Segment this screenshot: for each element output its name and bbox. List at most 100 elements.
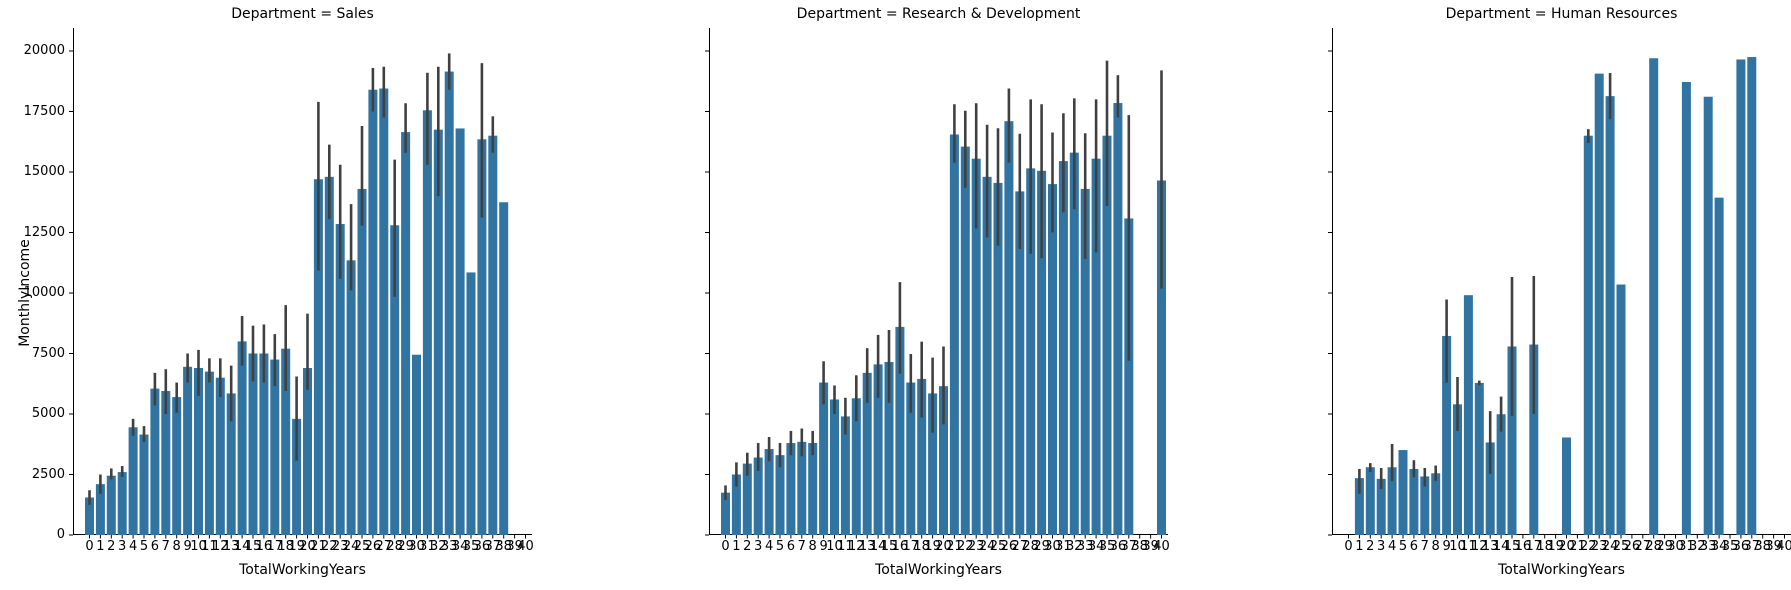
bar bbox=[117, 472, 127, 535]
bar bbox=[401, 132, 411, 535]
x-tick-label: 23 bbox=[967, 539, 985, 554]
bars-plot bbox=[705, 28, 1168, 539]
x-tick-label: 30 bbox=[1667, 539, 1684, 554]
bar bbox=[960, 146, 970, 535]
bar bbox=[455, 128, 465, 535]
x-tick-label: 2 bbox=[743, 539, 752, 554]
bar bbox=[1562, 437, 1571, 535]
bar bbox=[477, 139, 487, 535]
bar bbox=[488, 135, 498, 535]
x-tick-label: 25 bbox=[353, 539, 371, 554]
x-tick-label: 22 bbox=[957, 539, 974, 554]
x-tick-label: 1 bbox=[732, 539, 741, 554]
x-tick-label: 12 bbox=[212, 539, 229, 554]
bar bbox=[1616, 284, 1626, 535]
x-axis-label: TotalWorkingYears bbox=[875, 562, 1002, 578]
x-tick-label: 39 bbox=[1765, 539, 1782, 554]
bar bbox=[840, 416, 850, 535]
bar bbox=[906, 382, 916, 535]
x-tick-label: 30 bbox=[1044, 539, 1061, 554]
x-tick-label: 32 bbox=[430, 539, 447, 554]
x-tick-label: 19 bbox=[924, 539, 941, 554]
x-tick-label: 0 bbox=[721, 539, 730, 554]
x-axis-label: TotalWorkingYears bbox=[239, 562, 366, 578]
bar bbox=[248, 353, 258, 535]
x-tick-label: 18 bbox=[277, 539, 294, 554]
x-tick-label: 16 bbox=[1514, 539, 1532, 554]
bar bbox=[150, 388, 160, 535]
y-tick-label: 20000 bbox=[23, 43, 65, 58]
bar bbox=[259, 353, 269, 535]
bar bbox=[949, 134, 959, 535]
bar bbox=[1649, 58, 1659, 535]
bar bbox=[1069, 152, 1079, 535]
bar bbox=[85, 497, 94, 535]
y-tick-label: 10000 bbox=[23, 285, 65, 300]
x-tick-label: 16 bbox=[891, 539, 909, 554]
bar bbox=[128, 427, 138, 535]
bar bbox=[292, 418, 302, 535]
x-tick-label: 8 bbox=[1431, 539, 1440, 554]
bar bbox=[183, 366, 193, 535]
x-tick-label: 19 bbox=[288, 539, 305, 554]
x-tick-label: 26 bbox=[364, 539, 382, 554]
bar bbox=[303, 368, 312, 535]
bar bbox=[1157, 180, 1166, 535]
bar bbox=[982, 176, 992, 535]
x-tick-label: 22 bbox=[321, 539, 338, 554]
x-tick-label: 5 bbox=[775, 539, 785, 554]
bar bbox=[884, 361, 894, 535]
x-tick-label: 18 bbox=[1536, 539, 1553, 554]
x-tick-label: 28 bbox=[386, 539, 403, 554]
bar bbox=[1463, 295, 1473, 535]
bar bbox=[1507, 346, 1517, 535]
bar bbox=[433, 129, 443, 535]
x-tick-label: 24 bbox=[342, 539, 360, 554]
x-tick-label: 10 bbox=[1449, 539, 1466, 554]
bars-plot bbox=[69, 28, 532, 539]
bar bbox=[379, 88, 389, 535]
x-tick-label: 29 bbox=[397, 539, 414, 554]
x-tick-label: 26 bbox=[1000, 539, 1018, 554]
bar bbox=[1474, 382, 1484, 535]
bar bbox=[1681, 81, 1691, 535]
x-tick-label: 37 bbox=[484, 539, 502, 554]
y-tick-label: 12500 bbox=[23, 224, 65, 240]
bar bbox=[1409, 468, 1419, 535]
x-tick-label: 12 bbox=[1471, 539, 1488, 554]
x-tick-label: 23 bbox=[1590, 539, 1608, 554]
x-tick-label: 5 bbox=[139, 539, 149, 554]
x-tick-label: 23 bbox=[331, 539, 349, 554]
bar bbox=[194, 368, 203, 535]
x-tick-label: 8 bbox=[808, 539, 817, 554]
bar bbox=[1387, 467, 1397, 535]
bar bbox=[1496, 414, 1506, 535]
x-tick-label: 10 bbox=[826, 539, 843, 554]
x-tick-label: 27 bbox=[1634, 539, 1652, 554]
x-tick-label: 27 bbox=[1011, 539, 1029, 554]
x-tick-label: 13 bbox=[858, 539, 876, 554]
bar bbox=[1058, 161, 1068, 536]
bar bbox=[1004, 121, 1014, 536]
bar bbox=[862, 372, 872, 535]
x-tick-label: 20 bbox=[935, 539, 952, 554]
x-tick-label: 31 bbox=[1678, 539, 1695, 554]
x-tick-label: 7 bbox=[1420, 539, 1429, 554]
y-tick-label: 17500 bbox=[23, 103, 65, 119]
bar bbox=[368, 89, 378, 535]
bar bbox=[721, 492, 730, 535]
bar bbox=[1015, 191, 1025, 536]
x-tick-label: 7 bbox=[161, 539, 170, 554]
bar bbox=[1124, 218, 1134, 536]
bar bbox=[971, 158, 981, 535]
x-tick-label: 34 bbox=[1710, 539, 1728, 554]
bar bbox=[939, 386, 948, 535]
bars-plot bbox=[1328, 28, 1791, 539]
x-tick-label: 9 bbox=[819, 539, 828, 554]
bar bbox=[928, 393, 938, 535]
bar bbox=[1048, 184, 1057, 535]
y-tick-label: 0 bbox=[56, 527, 65, 542]
bar bbox=[95, 484, 105, 535]
